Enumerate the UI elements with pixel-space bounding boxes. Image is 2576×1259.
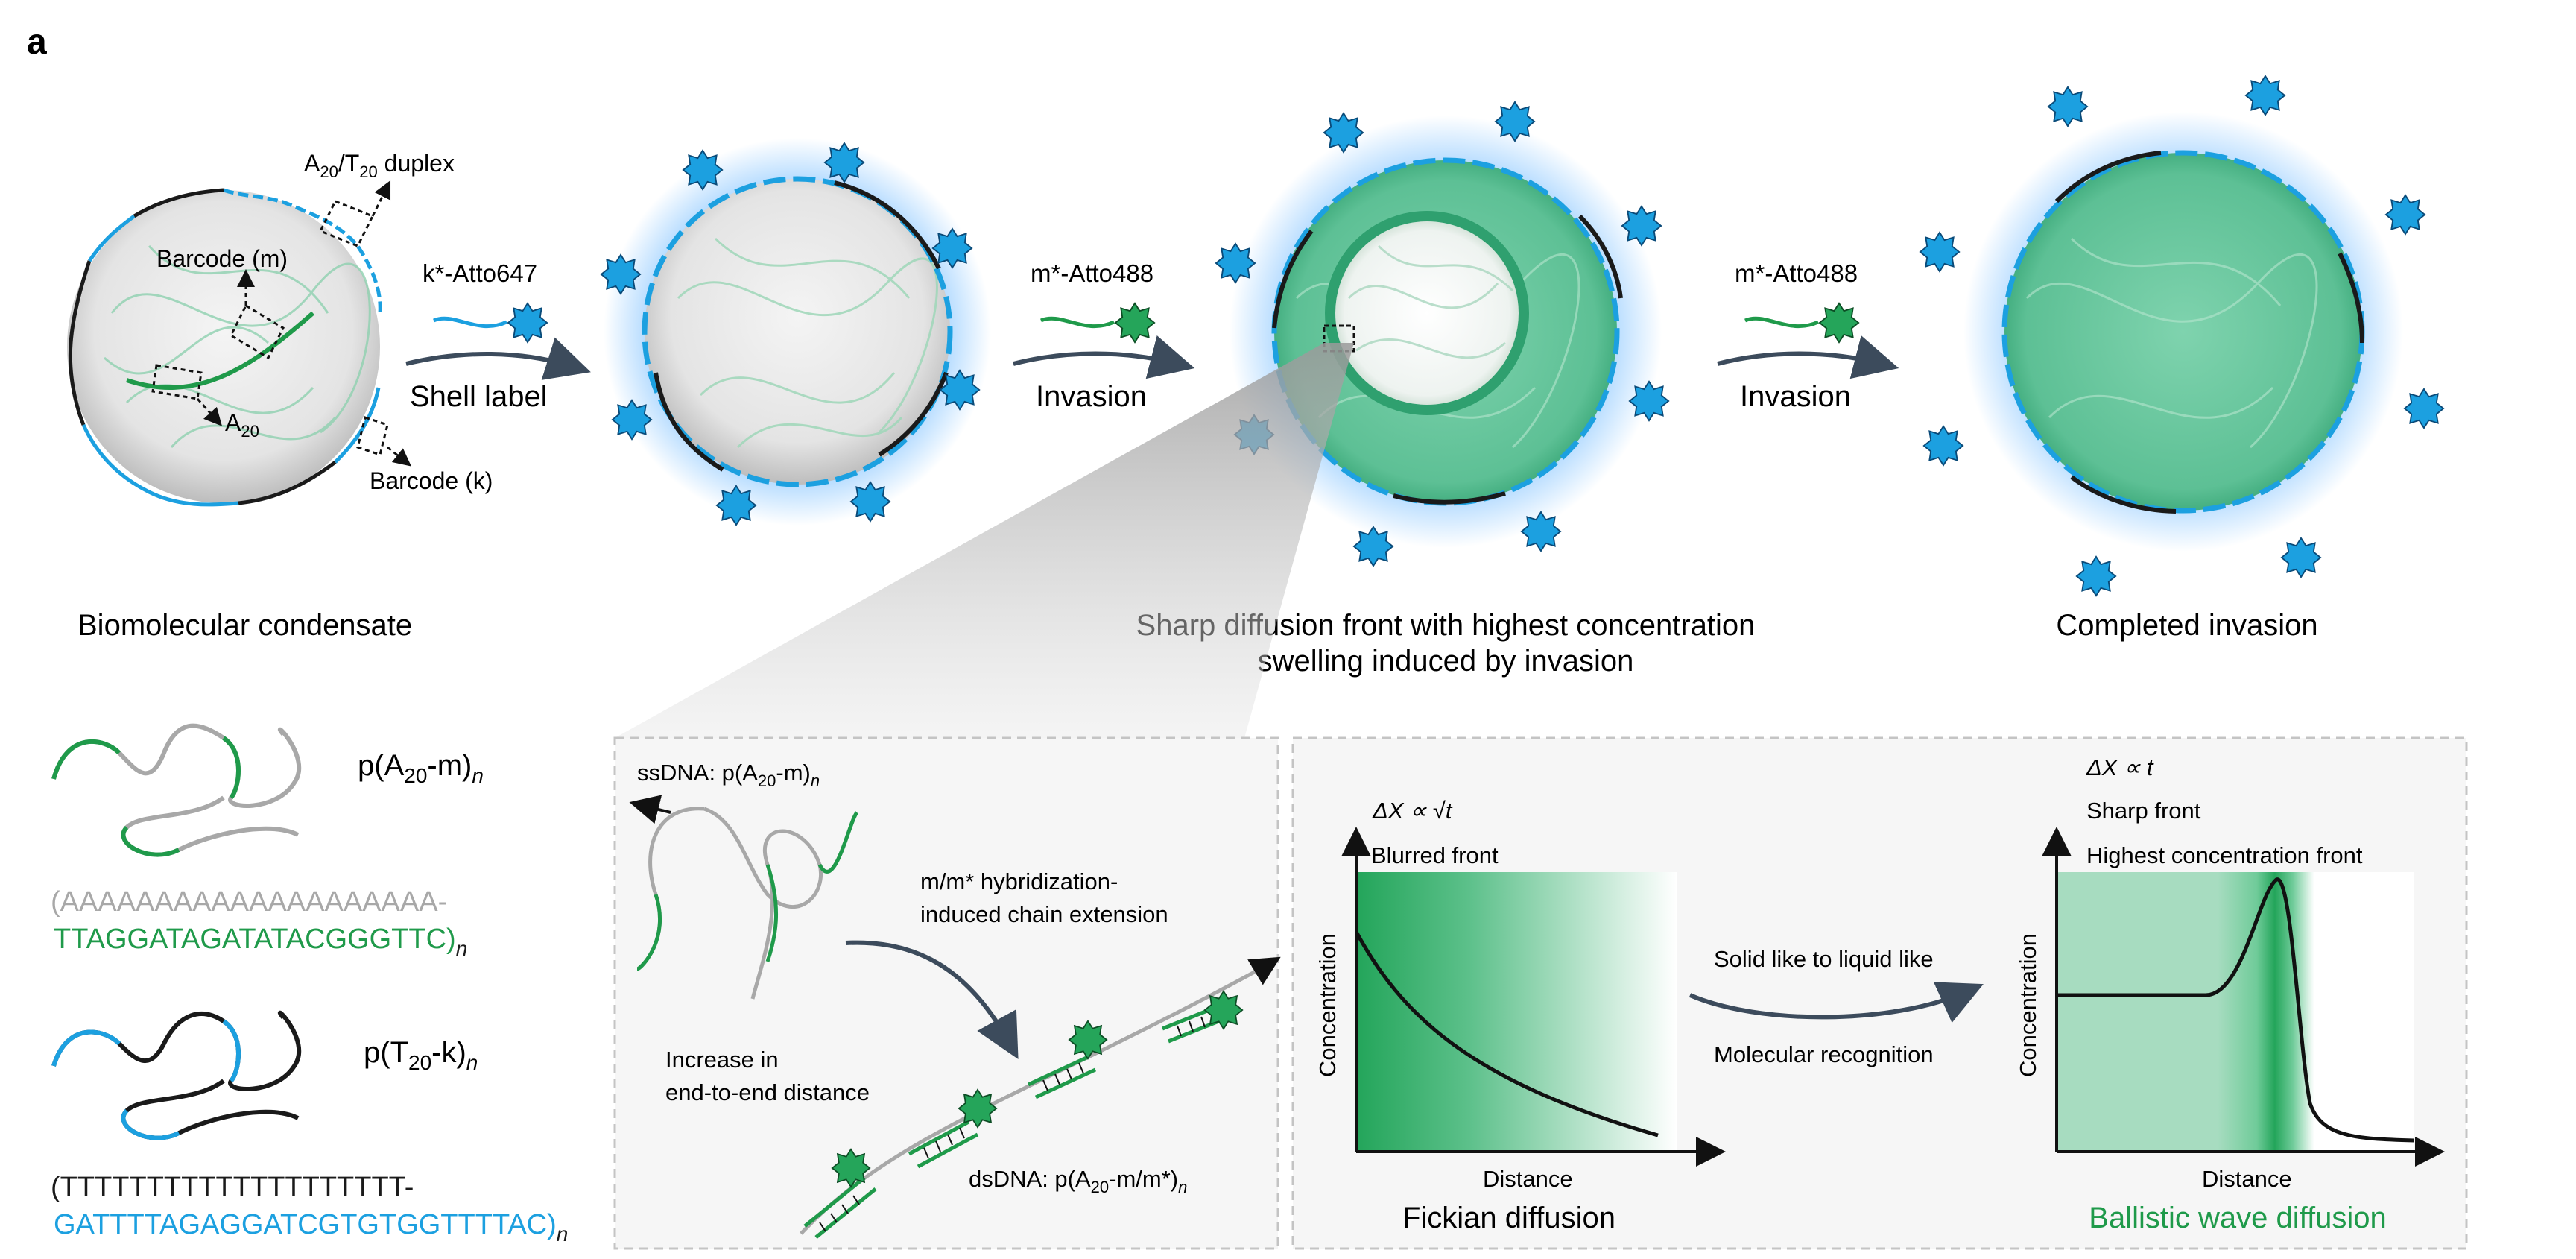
blue-dye-icon (939, 369, 981, 411)
blue-dye-icon (849, 481, 891, 523)
invasion-text-1: Invasion (1036, 380, 1147, 413)
dsdna-label: dsDNA: p(A20-m/m*)n (969, 1166, 1187, 1196)
blue-dye-icon (2280, 537, 2322, 578)
ballistic-plot: ΔX ∝ t Sharp front Highest concentration… (2015, 754, 2445, 1234)
barcode-k-label: Barcode (k) (370, 467, 493, 494)
probe-m-atto488-2: m*-Atto488 (1735, 259, 1858, 287)
blue-dye-icon (2047, 86, 2089, 127)
blue-dye-icon (600, 253, 642, 295)
panel-letter: a (27, 22, 47, 62)
completed-sphere (1919, 75, 2445, 597)
invasion-step-1: m*-Atto488 Invasion (1013, 259, 1195, 413)
hybridization-box: ssDNA: p(A20-m)n m/m* hybridization- ind… (613, 736, 1281, 1250)
blue-dye-icon (1494, 101, 1536, 142)
green-dye-icon (1068, 1020, 1108, 1060)
fickian-x-label: Distance (1483, 1166, 1573, 1192)
ballistic-x-label: Distance (2202, 1166, 2292, 1192)
invasion-arrow-1 (1013, 335, 1195, 379)
increase-label-2: end-to-end distance (665, 1079, 870, 1105)
fickian-front-label: Blurred front (1371, 842, 1499, 868)
ballistic-front-label-1: Sharp front (2086, 798, 2201, 824)
ssdna-arrow (629, 795, 671, 824)
ballistic-concentration-fill (2057, 872, 2414, 1152)
completed-caption: Completed invasion (2056, 609, 2317, 642)
blue-dye-icon (1621, 205, 1662, 247)
blue-dye-icon (2244, 75, 2286, 116)
extension-label-2: induced chain extension (920, 901, 1168, 927)
extension-arrow (845, 940, 1019, 1060)
polymer-a20-seq1: (AAAAAAAAAAAAAAAAAAAA- (51, 886, 447, 918)
green-dye-icon (1203, 990, 1244, 1030)
condensate-sphere (67, 188, 382, 507)
blue-dye-icon (1919, 231, 1961, 273)
fickian-y-label: Concentration (1314, 933, 1341, 1077)
probe-m-atto488-1: m*-Atto488 (1031, 259, 1153, 287)
fickian-concentration-fill (1356, 872, 1677, 1152)
blue-dye-icon (931, 227, 973, 269)
invasion-text-2: Invasion (1740, 380, 1851, 413)
shell-label-step: k*-Atto647 Shell label (405, 259, 591, 413)
blue-dye-icon (1922, 425, 1964, 467)
blue-dye-icon (2403, 388, 2445, 429)
blue-dye-icon (682, 149, 724, 191)
blue-dye-icon (1323, 112, 1364, 154)
duplex-label: A20/T20 duplex (304, 150, 455, 181)
fickian-plot: ΔX ∝ √t Blurred front Concentration Dist… (1314, 798, 1726, 1234)
blue-dye-icon (1352, 526, 1394, 567)
polymer-t20-k: p(T20-k)n (TTTTTTTTTTTTTTTTTTTT- GATTTTA… (51, 1010, 568, 1246)
shell-label-text: Shell label (410, 380, 548, 413)
increase-label-1: Increase in (665, 1047, 779, 1073)
atto488-dye-icon (1818, 302, 1860, 344)
green-dye-icon (831, 1148, 871, 1188)
transition-bottom-label: Molecular recognition (1714, 1041, 1934, 1067)
shell-label-arrow (405, 337, 591, 380)
zoom-cone (615, 343, 1354, 738)
invasion-arrow-2 (1717, 335, 1899, 379)
polymer-t20-k-label: p(T20-k)n (364, 1036, 478, 1074)
a20-label: A20 (225, 409, 259, 441)
blue-dye-icon (715, 485, 757, 526)
condensate-callouts (151, 180, 412, 467)
invading-sphere (1215, 101, 1670, 567)
ssdna-label: ssDNA: p(A20-m)n (637, 760, 820, 790)
shell-labelled-sphere (600, 138, 991, 526)
polymer-a20-m-label: p(A20-m)n (358, 749, 484, 787)
condensate-caption: Biomolecular condensate (77, 609, 412, 642)
transition-top-label: Solid like to liquid like (1714, 946, 1934, 972)
blue-dye-icon (1520, 511, 1562, 552)
blue-dye-icon (1628, 380, 1670, 422)
ballistic-title: Ballistic wave diffusion (2089, 1202, 2386, 1234)
ballistic-curve (2057, 877, 2415, 1143)
atto488-dye-icon (1114, 302, 1156, 344)
probe-k-atto647: k*-Atto647 (423, 259, 537, 287)
transition-arrow (1689, 982, 1984, 1023)
fickian-title: Fickian diffusion (1402, 1202, 1615, 1234)
diffusion-box: ΔX ∝ √t Blurred front Concentration Dist… (1291, 736, 2468, 1250)
fickian-scaling: ΔX ∝ √t (1372, 798, 1453, 824)
blue-dye-icon (2075, 555, 2117, 597)
ballistic-y-label: Concentration (2015, 933, 2041, 1077)
invasion-step-2: m*-Atto488 Invasion (1717, 259, 1899, 413)
atto647-dye-icon (507, 302, 548, 344)
green-dye-icon (958, 1088, 998, 1129)
blue-dye-icon (611, 399, 653, 441)
polymer-t20-seq1: (TTTTTTTTTTTTTTTTTTTT- (51, 1172, 414, 1203)
ballistic-scaling: ΔX ∝ t (2086, 754, 2154, 780)
polymer-a20-seq2: TTAGGATAGATATACGGGTTC)n (54, 924, 467, 960)
blue-dye-icon (1215, 242, 1256, 284)
blue-dye-icon (2384, 194, 2426, 236)
fickian-curve (1354, 930, 1659, 1137)
polymer-a20-m: p(A20-m)n (AAAAAAAAAAAAAAAAAAAA- TTAGGAT… (51, 723, 484, 960)
blue-dye-icon (823, 142, 865, 183)
polymer-t20-seq2: GATTTTAGAGGATCGTGTGGTTTTAC)n (54, 1209, 568, 1246)
ballistic-front-label-2: Highest concentration front (2086, 842, 2363, 868)
dsdna-arrow (1247, 956, 1281, 985)
extension-label-1: m/m* hybridization- (920, 868, 1118, 894)
barcode-m-label: Barcode (m) (156, 245, 288, 272)
invading-caption-line2: swelling induced by invasion (1258, 645, 1634, 678)
